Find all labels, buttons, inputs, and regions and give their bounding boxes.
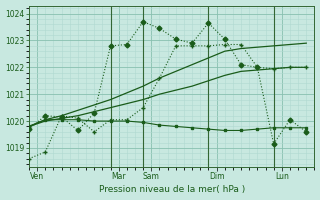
X-axis label: Pression niveau de la mer( hPa ): Pression niveau de la mer( hPa ) <box>99 185 245 194</box>
